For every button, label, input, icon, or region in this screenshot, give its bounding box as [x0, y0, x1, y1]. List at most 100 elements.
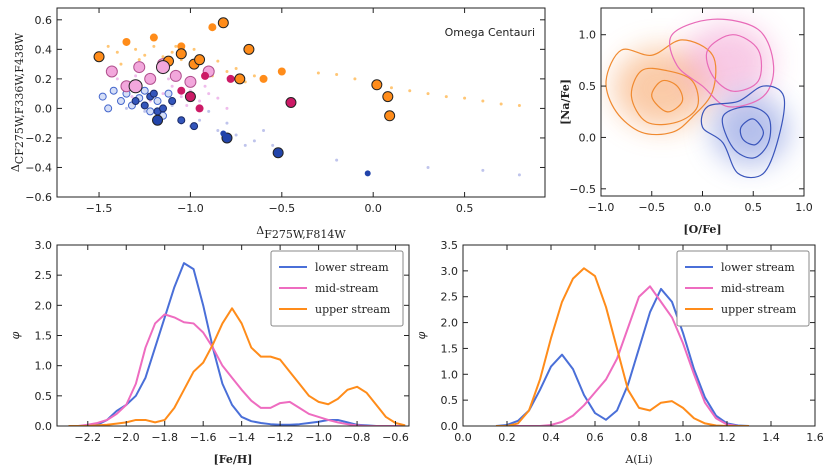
- point: [207, 92, 211, 96]
- y-tick-label: 2.5: [35, 269, 53, 282]
- x-tick-label: −0.6: [382, 431, 409, 444]
- y-tick-label: 0.4: [35, 43, 53, 56]
- point: [124, 106, 128, 110]
- legend-label: upper stream: [315, 303, 391, 316]
- point: [184, 75, 197, 88]
- y-tick-label: 0.0: [35, 102, 53, 115]
- y-tick-label: 0.0: [441, 420, 459, 433]
- x-axis-label: A(Li): [624, 453, 652, 466]
- plot-area: [495, 267, 750, 426]
- y-tick-label: 1.0: [441, 368, 459, 381]
- point: [119, 62, 123, 66]
- y-tick-label: −0.6: [25, 191, 52, 204]
- point: [184, 91, 196, 103]
- point: [93, 51, 105, 63]
- x-axis-label: [O/Fe]: [683, 223, 721, 236]
- legend: lower stream mid-stream upper stream: [676, 250, 810, 327]
- y-axis-label: [Na/Fe]: [559, 79, 572, 125]
- legend-label: upper stream: [721, 303, 797, 316]
- line: [68, 307, 406, 426]
- x-tick-label: 1.6: [806, 431, 824, 444]
- y-tick-label: 2.5: [441, 291, 459, 304]
- point: [170, 50, 174, 54]
- legend-label: mid-stream: [721, 282, 785, 295]
- y-tick-label: 0.0: [579, 131, 597, 144]
- x-tick-label: 0.4: [542, 431, 560, 444]
- point: [170, 84, 174, 88]
- point: [481, 99, 485, 103]
- x-axis-label: ΔF275W,F814W: [256, 224, 346, 241]
- y-tick-label: 3.0: [35, 239, 53, 252]
- x-tick-label: 0.6: [586, 431, 604, 444]
- point: [159, 104, 168, 113]
- point: [106, 44, 110, 48]
- point: [134, 74, 138, 78]
- point: [140, 86, 149, 95]
- y-axis-label-main: φ: [415, 331, 428, 339]
- point: [316, 71, 320, 75]
- contour-line: [651, 79, 684, 113]
- point: [499, 102, 503, 106]
- point: [168, 97, 177, 106]
- point: [156, 60, 171, 75]
- y-axis-label-main: [Na/Fe]: [559, 79, 572, 125]
- point: [217, 17, 229, 29]
- y-axis-label: φ: [9, 331, 22, 339]
- point: [252, 74, 256, 78]
- y-tick-label: 0.2: [35, 73, 53, 86]
- point: [225, 69, 229, 73]
- point: [198, 118, 202, 122]
- density-blob: [683, 24, 773, 100]
- x-tick-label: 0.5: [745, 201, 763, 214]
- point: [166, 77, 170, 81]
- point: [203, 84, 207, 88]
- point: [177, 116, 186, 125]
- plot-area: [68, 262, 406, 426]
- point: [98, 92, 107, 101]
- y-tick-label: 1.5: [441, 342, 459, 355]
- point: [271, 143, 275, 147]
- point: [116, 97, 125, 106]
- annotation: Omega Centauri: [445, 26, 535, 39]
- x-tick-label: 0.0: [694, 201, 712, 214]
- point: [152, 44, 156, 48]
- x-tick-label: −2.0: [113, 431, 140, 444]
- x-tick-label: 0.2: [498, 431, 516, 444]
- x-tick-label: 1.0: [795, 201, 813, 214]
- contour-line: [605, 39, 717, 136]
- legend-label: mid-stream: [315, 282, 379, 295]
- point: [143, 109, 147, 113]
- panel: −2.2 −2.0 −1.8 −1.6 −1.4 −1.2 −1.0 −0.8 −0.6 0.0 0…: [9, 239, 410, 466]
- point: [226, 74, 235, 83]
- point: [153, 97, 162, 106]
- y-tick-label: 3.5: [441, 239, 459, 252]
- x-tick-label: −1.4: [228, 431, 255, 444]
- point: [149, 33, 158, 42]
- point: [243, 43, 255, 55]
- y-axis-label: φ: [415, 331, 428, 339]
- density-blob: [712, 95, 788, 165]
- point: [194, 54, 206, 66]
- contour-line: [739, 118, 764, 146]
- point: [364, 170, 371, 177]
- point: [174, 44, 178, 48]
- x-tick-label: 0.5: [456, 202, 474, 215]
- point: [146, 107, 155, 116]
- legend-box: [676, 250, 810, 327]
- y-tick-label: 3.0: [441, 265, 459, 278]
- point: [353, 77, 357, 81]
- point: [198, 99, 202, 103]
- x-tick-label: 0.0: [364, 202, 382, 215]
- point: [128, 79, 143, 94]
- point: [220, 130, 227, 137]
- point: [463, 96, 467, 100]
- point: [175, 48, 187, 60]
- point: [408, 89, 412, 93]
- panel: −1.0 −0.5 0.0 0.5 1.0 −0.5 0.0 0.5 1.0 [O/Fe] [Na/…: [559, 7, 813, 236]
- density-shading: [614, 24, 788, 165]
- x-tick-label: −1.8: [151, 431, 178, 444]
- y-tick-label: −0.2: [25, 132, 52, 145]
- point: [122, 37, 131, 46]
